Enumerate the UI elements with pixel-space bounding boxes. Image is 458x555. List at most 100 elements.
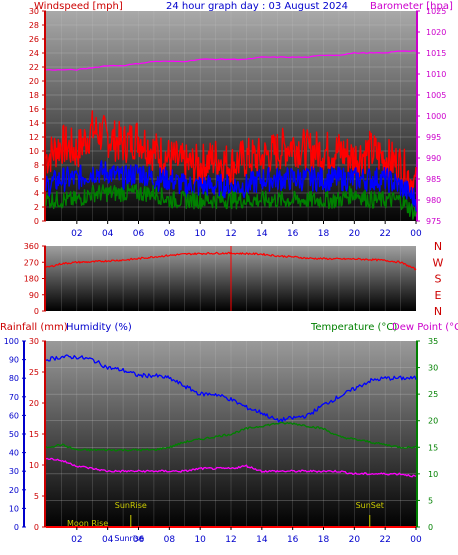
barometer-axis: 975 980 985 990 995 1000 1005 1010 1015 1020 1025 xyxy=(416,7,446,226)
compass-label: W xyxy=(433,256,444,269)
x-tick-label: 14 xyxy=(256,229,268,239)
x-tick-label: 02 xyxy=(71,535,82,545)
humidity-tick-label: 25 xyxy=(29,368,39,377)
temperature-tick-label: 10 xyxy=(428,470,438,479)
x-tick-label: 06 xyxy=(133,535,145,545)
windspeed-tick-label: 26 xyxy=(29,35,39,44)
direction-tick-label: 90 xyxy=(29,291,39,300)
rainfall-tick-label: 40 xyxy=(9,449,19,458)
windspeed-tick-label: 22 xyxy=(29,63,39,72)
annotation-label: Sunrise xyxy=(114,534,144,543)
humidity-axis-label: Humidity (%) xyxy=(66,322,132,333)
x-tick-label: 20 xyxy=(349,535,361,545)
series-line xyxy=(45,183,417,220)
x-tick-label: 22 xyxy=(379,535,390,545)
temperature-tick-label: 5 xyxy=(428,496,433,505)
temperature-tick-label: 0 xyxy=(428,523,433,532)
x-tick-label: 08 xyxy=(164,229,176,239)
top-series xyxy=(45,50,417,220)
bottom-grid xyxy=(46,341,416,527)
x-tick-label: 18 xyxy=(318,535,330,545)
x-tick-label: 00 xyxy=(410,229,422,239)
dewpoint-axis-label: Dew Point (°C) xyxy=(392,322,458,333)
windspeed-tick-label: 20 xyxy=(29,77,39,86)
rainfall-tick-label: 70 xyxy=(9,393,19,402)
bottom-x-axis: 02 04 06 08 10 12 14 16 18 20 22 00 xyxy=(71,527,422,545)
windspeed-tick-label: 12 xyxy=(29,133,39,142)
temperature-tick-label: 25 xyxy=(428,390,438,399)
windspeed-tick-label: 2 xyxy=(34,203,39,212)
barometer-tick-label: 1020 xyxy=(426,28,446,37)
x-tick-label: 10 xyxy=(194,535,206,545)
rainfall-tick-label: 60 xyxy=(9,411,19,420)
temperature-tick-label: 15 xyxy=(428,443,438,452)
temperature-axis: 0 5 10 15 20 25 30 35 xyxy=(416,337,438,532)
rainfall-tick-label: 90 xyxy=(9,356,19,365)
rainfall-tick-label: 20 xyxy=(9,486,19,495)
rainfall-axis: 0 10 20 30 40 50 60 70 80 90 100 xyxy=(4,337,26,532)
windspeed-tick-label: 24 xyxy=(29,49,39,58)
x-tick-label: 04 xyxy=(102,535,114,545)
top-x-axis: 02 04 06 08 10 12 14 16 18 20 22 00 xyxy=(71,221,422,239)
x-tick-label: 18 xyxy=(318,229,330,239)
annotation-label: SunRise xyxy=(115,501,147,510)
mid-series xyxy=(45,246,417,311)
x-tick-label: 06 xyxy=(133,229,145,239)
series-line xyxy=(45,354,417,423)
temperature-humidity-panel: 0 10 20 30 40 50 60 70 80 90 100 0 5 10 15 20 25 30 0 5 10… xyxy=(0,322,458,545)
humidity-tick-label: 15 xyxy=(29,430,39,439)
compass-label: N xyxy=(434,240,442,253)
x-tick-label: 00 xyxy=(410,535,422,545)
barometer-tick-label: 985 xyxy=(426,175,441,184)
annotation-label: SunSet xyxy=(356,501,384,510)
x-tick-label: 12 xyxy=(225,535,236,545)
x-tick-label: 02 xyxy=(71,229,82,239)
barometer-tick-label: 1000 xyxy=(426,112,446,121)
humidity-tick-label: 5 xyxy=(34,492,39,501)
series-line xyxy=(45,110,417,203)
direction-degree-axis: 0 90 180 270 360 xyxy=(24,242,46,316)
barometer-tick-label: 1025 xyxy=(426,7,446,16)
humidity-tick-label: 30 xyxy=(29,337,39,346)
x-tick-label: 14 xyxy=(256,535,268,545)
x-tick-label: 12 xyxy=(225,229,236,239)
humidity-tick-label: 0 xyxy=(34,523,39,532)
humidity-tick-label: 10 xyxy=(29,461,39,470)
rainfall-tick-label: 80 xyxy=(9,374,19,383)
direction-tick-label: 270 xyxy=(24,258,39,267)
humidity-axis: 0 5 10 15 20 25 30 xyxy=(29,337,46,532)
x-tick-label: 08 xyxy=(164,535,176,545)
temperature-tick-label: 30 xyxy=(428,364,438,373)
series-line xyxy=(45,421,417,452)
x-tick-label: 20 xyxy=(349,229,361,239)
barometer-tick-label: 975 xyxy=(426,217,441,226)
annotation-label: Moon Rise xyxy=(67,519,108,528)
temperature-axis-label: Temperature (°C) xyxy=(310,322,397,333)
windspeed-tick-label: 18 xyxy=(29,91,39,100)
temperature-tick-label: 20 xyxy=(428,417,438,426)
series-line xyxy=(45,457,417,478)
windspeed-tick-label: 0 xyxy=(34,217,39,226)
x-tick-label: 22 xyxy=(379,229,390,239)
x-tick-label: 04 xyxy=(102,229,114,239)
x-tick-label: 16 xyxy=(287,535,299,545)
windspeed-tick-label: 10 xyxy=(29,147,39,156)
barometer-tick-label: 995 xyxy=(426,133,441,142)
rainfall-tick-label: 0 xyxy=(14,523,19,532)
windspeed-tick-label: 4 xyxy=(34,189,39,198)
compass-label: E xyxy=(435,289,442,302)
rainfall-tick-label: 100 xyxy=(4,337,19,346)
windspeed-tick-label: 8 xyxy=(34,161,39,170)
compass-label: N xyxy=(434,305,442,318)
barometer-tick-label: 1005 xyxy=(426,91,446,100)
barometer-tick-label: 990 xyxy=(426,154,441,163)
series-line xyxy=(45,50,417,71)
chart-title: 24 hour graph day : 03 August 2024 xyxy=(166,1,348,12)
windspeed-tick-label: 16 xyxy=(29,105,39,114)
series-line xyxy=(45,160,417,213)
